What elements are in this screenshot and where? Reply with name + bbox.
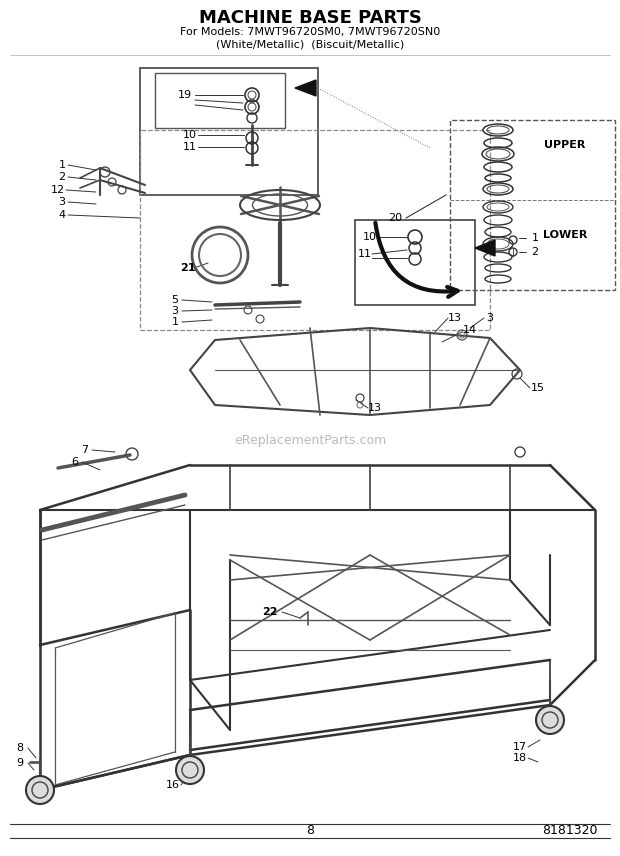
Text: 5: 5: [172, 295, 179, 305]
Circle shape: [536, 706, 564, 734]
Text: 11: 11: [358, 249, 372, 259]
Text: 17: 17: [513, 742, 527, 752]
Text: 16: 16: [166, 780, 180, 790]
Bar: [140, 68, 318, 195]
Bar: [355, 220, 475, 305]
Text: MACHINE BASE PARTS: MACHINE BASE PARTS: [198, 9, 422, 27]
Text: eReplacementParts.com: eReplacementParts.com: [234, 433, 386, 447]
Text: For Models: 7MWT96720SM0, 7MWT96720SN0: For Models: 7MWT96720SM0, 7MWT96720SN0: [180, 27, 440, 37]
Text: 8181320: 8181320: [542, 824, 598, 837]
Text: 6: 6: [71, 457, 79, 467]
Text: 3: 3: [172, 306, 179, 316]
Text: 1: 1: [531, 233, 539, 243]
Text: 8: 8: [306, 824, 314, 837]
Polygon shape: [295, 80, 316, 96]
Text: 1: 1: [172, 317, 179, 327]
Bar: [450, 120, 615, 290]
Bar: [140, 130, 490, 330]
Text: 13: 13: [448, 313, 462, 323]
Text: 22: 22: [262, 607, 278, 617]
Text: LOWER: LOWER: [543, 230, 587, 240]
Polygon shape: [475, 240, 495, 256]
Text: 15: 15: [531, 383, 545, 393]
Circle shape: [176, 756, 204, 784]
Text: 19: 19: [178, 90, 192, 100]
Text: 3: 3: [58, 197, 66, 207]
Text: 9: 9: [17, 758, 24, 768]
Text: 10: 10: [183, 130, 197, 140]
Text: 11: 11: [183, 142, 197, 152]
Text: 1: 1: [58, 160, 66, 170]
Text: 14: 14: [463, 325, 477, 335]
Circle shape: [26, 776, 54, 804]
Text: 18: 18: [513, 753, 527, 763]
Text: 4: 4: [58, 210, 66, 220]
Text: (White/Metallic)  (Biscuit/Metallic): (White/Metallic) (Biscuit/Metallic): [216, 39, 404, 49]
Text: 13: 13: [368, 403, 382, 413]
Text: 21: 21: [180, 263, 196, 273]
Text: 8: 8: [17, 743, 24, 753]
Text: 7: 7: [81, 445, 89, 455]
Text: UPPER: UPPER: [544, 140, 586, 150]
Text: 3: 3: [487, 313, 494, 323]
Text: 2: 2: [58, 172, 66, 182]
Bar: [155, 73, 285, 128]
Text: 2: 2: [531, 247, 539, 257]
FancyArrowPatch shape: [375, 223, 458, 297]
Text: 20: 20: [388, 213, 402, 223]
Text: 12: 12: [51, 185, 65, 195]
Text: 10: 10: [363, 232, 377, 242]
